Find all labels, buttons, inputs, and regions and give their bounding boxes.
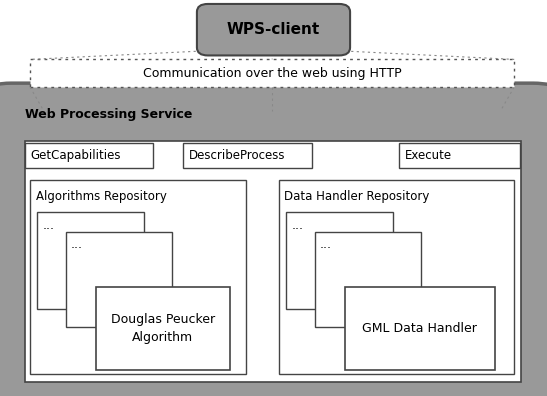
FancyBboxPatch shape	[30, 59, 514, 87]
FancyBboxPatch shape	[0, 83, 547, 396]
Text: ...: ...	[71, 238, 83, 251]
Text: GetCapabilities: GetCapabilities	[30, 149, 120, 162]
FancyBboxPatch shape	[25, 143, 153, 168]
Text: Execute: Execute	[405, 149, 452, 162]
Text: Douglas Peucker
Algorithm: Douglas Peucker Algorithm	[110, 313, 215, 344]
FancyBboxPatch shape	[66, 232, 172, 327]
FancyBboxPatch shape	[345, 287, 495, 370]
Text: ...: ...	[292, 219, 304, 232]
FancyBboxPatch shape	[399, 143, 520, 168]
FancyBboxPatch shape	[37, 212, 144, 309]
Text: WPS-client: WPS-client	[227, 22, 320, 37]
FancyBboxPatch shape	[183, 143, 312, 168]
Text: Data Handler Repository: Data Handler Repository	[284, 190, 430, 203]
FancyBboxPatch shape	[286, 212, 393, 309]
Text: ...: ...	[43, 219, 55, 232]
FancyBboxPatch shape	[279, 180, 514, 374]
FancyBboxPatch shape	[25, 141, 521, 382]
Text: Communication over the web using HTTP: Communication over the web using HTTP	[143, 67, 401, 80]
FancyBboxPatch shape	[30, 180, 246, 374]
FancyBboxPatch shape	[197, 4, 350, 55]
Text: DescribeProcess: DescribeProcess	[189, 149, 285, 162]
Text: GML Data Handler: GML Data Handler	[362, 322, 478, 335]
Text: Web Processing Service: Web Processing Service	[25, 108, 192, 121]
FancyBboxPatch shape	[96, 287, 230, 370]
FancyBboxPatch shape	[315, 232, 421, 327]
Text: Algorithms Repository: Algorithms Repository	[36, 190, 166, 203]
Text: ...: ...	[320, 238, 332, 251]
